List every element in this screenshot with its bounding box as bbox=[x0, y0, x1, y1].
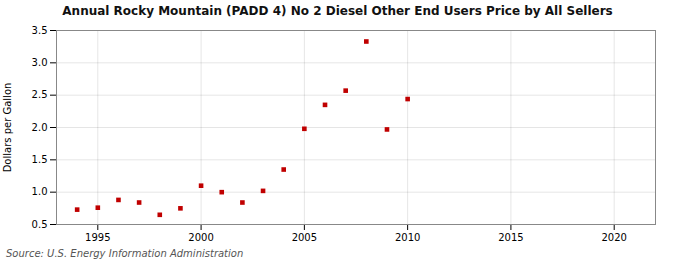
svg-text:2010: 2010 bbox=[395, 232, 420, 243]
svg-text:2020: 2020 bbox=[601, 232, 626, 243]
svg-text:0.5: 0.5 bbox=[32, 219, 48, 230]
html-text:Annual Rocky Mountain (PADD 4): Annual Rocky Mountain (PADD 4) No 2 Dies… bbox=[62, 4, 613, 18]
svg-text:Dollars per Gallon: Dollars per Gallon bbox=[2, 83, 13, 173]
html-text:Source: U.S. Energy Informatio: Source: U.S. Energy Information Administ… bbox=[6, 248, 244, 259]
svg-text:2015: 2015 bbox=[498, 232, 523, 243]
svg-text:3.5: 3.5 bbox=[32, 25, 48, 36]
svg-text:2.5: 2.5 bbox=[32, 89, 48, 100]
svg-text:3.0: 3.0 bbox=[32, 57, 48, 68]
svg-text:1.5: 1.5 bbox=[32, 154, 48, 165]
svg-text:2000: 2000 bbox=[188, 232, 213, 243]
svg-text:1.0: 1.0 bbox=[32, 186, 48, 197]
svg-text:2005: 2005 bbox=[292, 232, 317, 243]
svg-text:2.0: 2.0 bbox=[32, 122, 48, 133]
svg-text:1995: 1995 bbox=[85, 232, 110, 243]
